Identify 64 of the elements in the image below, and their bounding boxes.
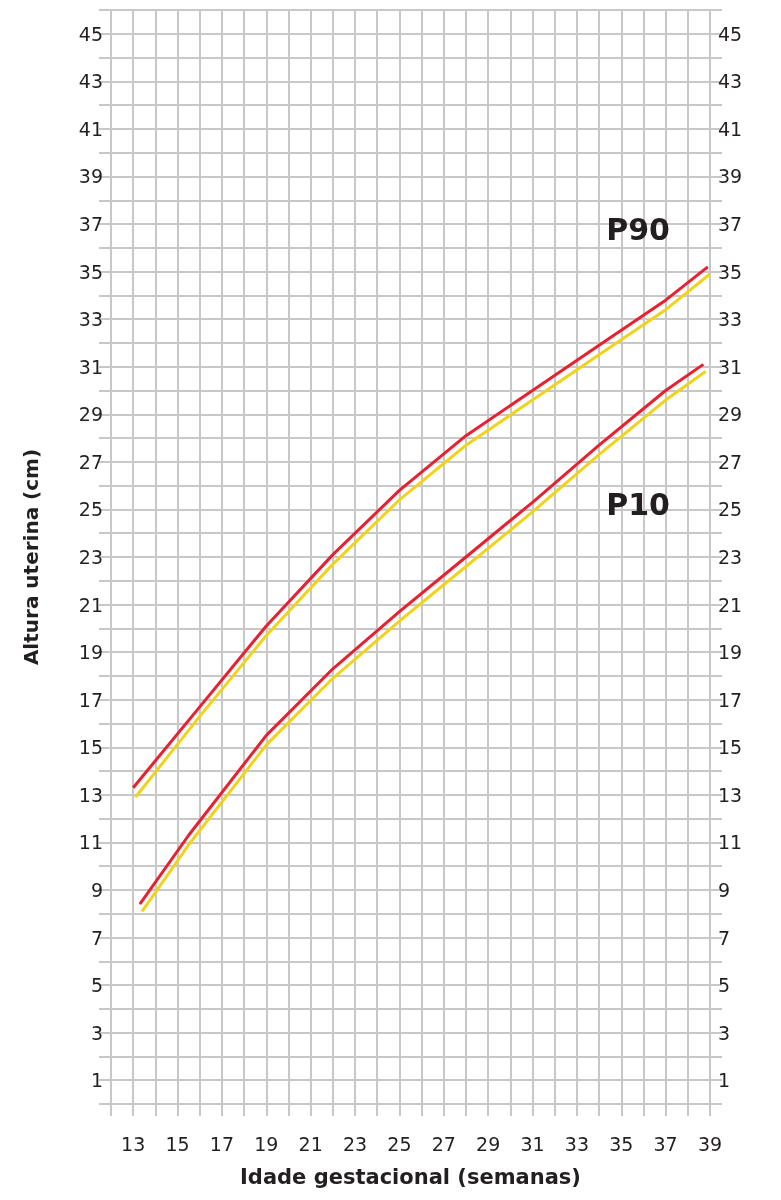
y2-tick-label: 33	[718, 308, 743, 331]
y2-tick-label: 15	[718, 736, 743, 759]
x-tick-label: 27	[431, 1132, 456, 1155]
y-tick-label: 27	[78, 450, 103, 473]
y-tick-label: 15	[78, 736, 103, 759]
y2-tick-label: 5	[718, 974, 731, 997]
y2-tick-label: 13	[718, 783, 743, 806]
y2-tick-label: 23	[718, 546, 743, 568]
y-tick-label: 11	[78, 831, 103, 854]
y2-tick-label: 35	[718, 260, 743, 283]
x-axis-title: Idade gestacional (semanas)	[240, 1164, 581, 1189]
y2-tick-label: 21	[718, 593, 743, 616]
y-tick-label: 35	[78, 260, 103, 283]
y2-tick-label: 25	[718, 498, 743, 521]
y2-tick-label: 27	[718, 450, 743, 473]
y-tick-label: 17	[78, 688, 103, 711]
y-tick-label: 7	[90, 926, 103, 949]
y-tick-label: 3	[90, 1021, 103, 1044]
x-tick-label: 17	[209, 1132, 235, 1155]
y2-tick-label: 39	[718, 165, 743, 188]
x-tick-label: 29	[476, 1132, 501, 1155]
y-tick-label: 31	[78, 355, 103, 378]
y-tick-label: 45	[78, 22, 103, 45]
y2-tick-label: 7	[718, 926, 731, 949]
y2-tick-label: 45	[718, 22, 743, 45]
y2-tick-label: 43	[718, 70, 743, 93]
y-tick-label: 19	[78, 641, 103, 664]
y-tick-label: 13	[78, 783, 103, 806]
y-tick-label: 23	[78, 546, 103, 568]
y-tick-label: 41	[78, 117, 103, 140]
x-tick-label: 33	[564, 1132, 589, 1155]
y2-tick-label: 41	[718, 117, 743, 140]
y-tick-label: 25	[78, 498, 103, 521]
y-tick-label: 39	[78, 165, 103, 188]
x-tick-label: 23	[342, 1132, 368, 1155]
y-tick-label: 5	[90, 974, 103, 997]
y2-tick-label: 1	[718, 1069, 731, 1092]
y-axis-title: Altura uterina (cm)	[19, 448, 43, 666]
y-tick-label: 9	[90, 878, 103, 901]
x-tick-label: 19	[254, 1132, 279, 1155]
y2-tick-label: 9	[718, 878, 731, 901]
y-tick-label: 37	[78, 213, 103, 236]
y2-tick-label: 31	[718, 355, 743, 378]
x-tick-label: 13	[121, 1132, 146, 1155]
y2-tick-label: 3	[718, 1021, 731, 1044]
x-tick-label: 25	[387, 1132, 412, 1155]
y-tick-label: 43	[78, 70, 103, 93]
annotation: P10	[606, 486, 670, 522]
y2-tick-label: 29	[718, 403, 743, 426]
x-tick-label: 37	[653, 1132, 678, 1155]
y-tick-label: 1	[90, 1069, 103, 1092]
y2-tick-label: 37	[718, 213, 743, 236]
y-tick-label: 29	[78, 403, 103, 426]
x-tick-label: 35	[609, 1132, 634, 1155]
x-tick-label: 31	[520, 1132, 545, 1155]
y-tick-label: 21	[78, 593, 103, 616]
x-tick-label: 21	[298, 1132, 323, 1155]
y-tick-label: 33	[78, 308, 103, 331]
annotation: P90	[606, 212, 670, 248]
x-tick-label: 39	[697, 1132, 723, 1155]
y2-tick-label: 11	[718, 831, 743, 854]
y2-tick-label: 19	[718, 641, 743, 664]
y2-tick-label: 17	[718, 688, 743, 711]
x-tick-label: 15	[165, 1132, 190, 1155]
